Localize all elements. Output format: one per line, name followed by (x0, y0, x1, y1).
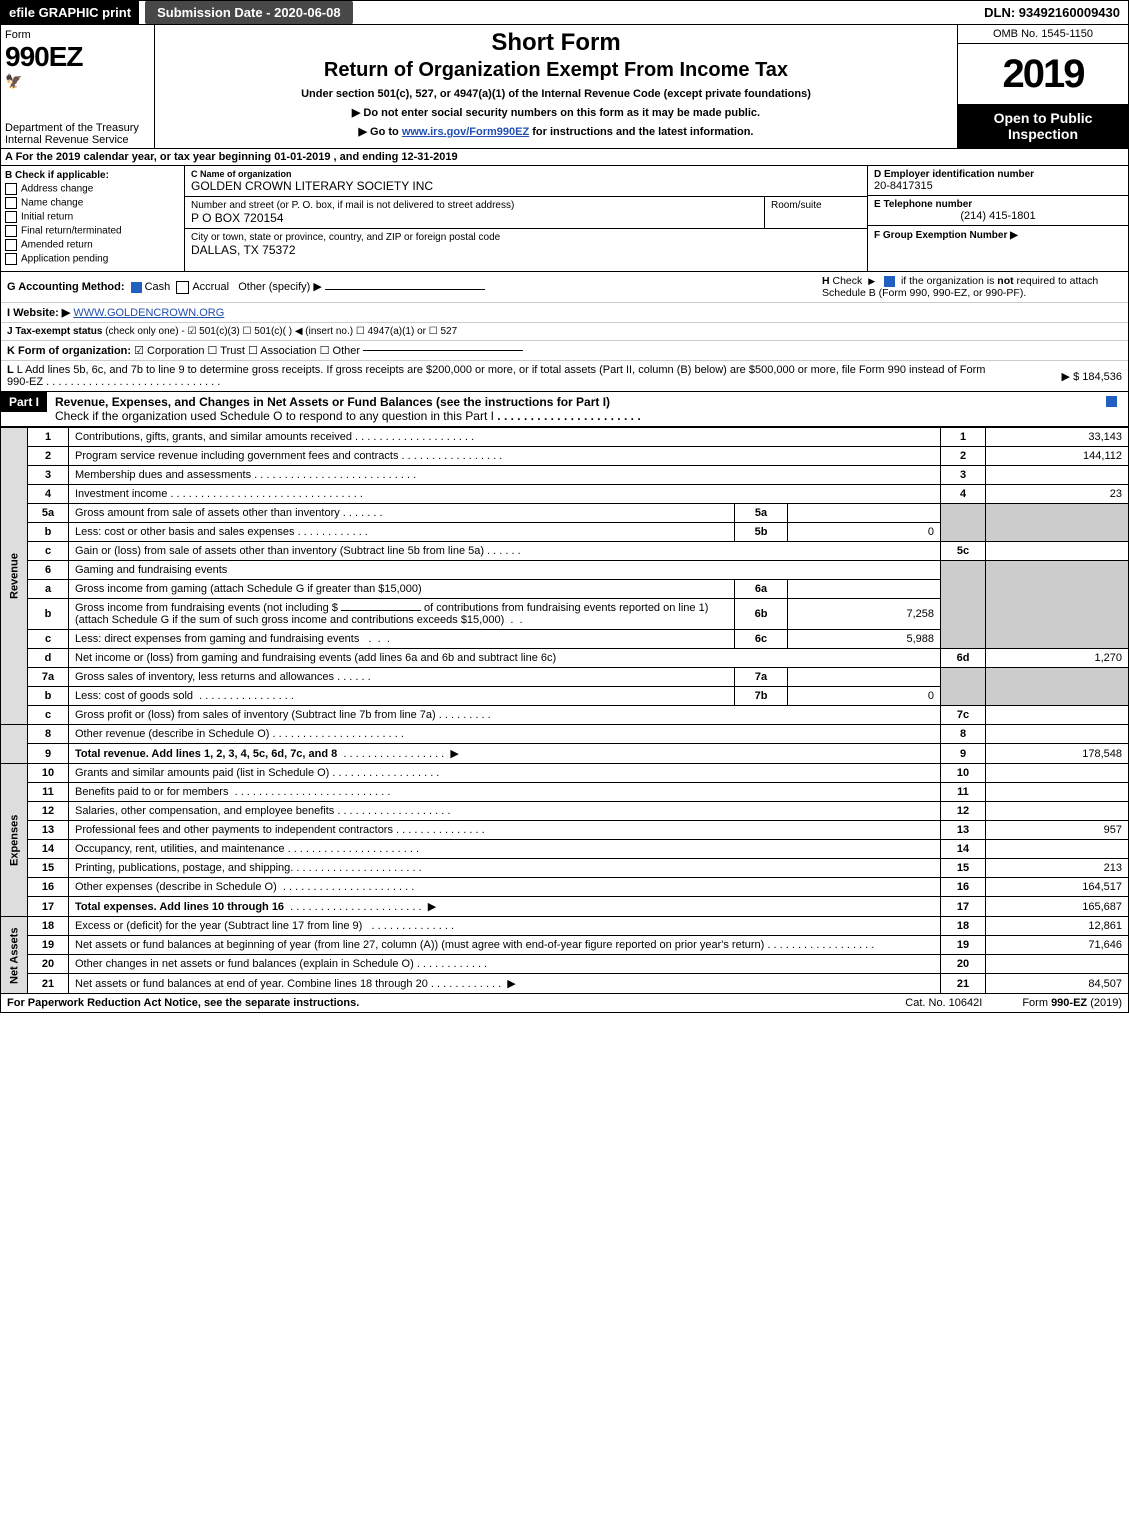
chk-application-pending[interactable]: Application pending (5, 253, 180, 265)
header-left: Form 990EZ 🦅 Department of the Treasury … (1, 25, 155, 148)
form-word: Form (5, 29, 150, 41)
line-7b-amount: 0 (788, 687, 941, 706)
tax-year: 2019 (958, 44, 1128, 104)
city-state-zip: DALLAS, TX 75372 (191, 243, 861, 257)
net-assets-section-label: Net Assets (1, 917, 28, 994)
line-6c-amount: 5,988 (788, 630, 941, 649)
section-f: F Group Exemption Number ▶ (868, 226, 1128, 271)
line-9-amount: 178,548 (986, 744, 1129, 764)
irs-link[interactable]: www.irs.gov/Form990EZ (402, 126, 529, 138)
org-name-cell: C Name of organization GOLDEN CROWN LITE… (185, 166, 867, 197)
telephone-value: (214) 415-1801 (874, 210, 1122, 222)
efile-print-label[interactable]: efile GRAPHIC print (1, 1, 139, 24)
line-7c-amount (986, 706, 1129, 725)
row-j: J Tax-exempt status (check only one) - ☑… (1, 323, 1128, 341)
omb-number: OMB No. 1545-1150 (958, 25, 1128, 44)
chk-final-return[interactable]: Final return/terminated (5, 225, 180, 237)
line-19-amount: 71,646 (986, 936, 1129, 955)
submission-date-button[interactable]: Submission Date - 2020-06-08 (145, 1, 353, 24)
line-6d-amount: 1,270 (986, 649, 1129, 668)
catalog-number: Cat. No. 10642I (905, 997, 982, 1009)
section-b: B Check if applicable: Address change Na… (1, 166, 185, 271)
check-schedule-b-icon[interactable] (884, 276, 895, 287)
section-d: D Employer identification number 20-8417… (868, 166, 1128, 196)
header-center: Short Form Return of Organization Exempt… (155, 25, 957, 148)
line-12-amount (986, 802, 1129, 821)
street-row: Number and street (or P. O. box, if mail… (185, 197, 867, 229)
part-1-title: Revenue, Expenses, and Changes in Net As… (55, 395, 610, 409)
paperwork-notice: For Paperwork Reduction Act Notice, see … (7, 997, 865, 1009)
website-notice: ▶ Go to www.irs.gov/Form990EZ for instru… (163, 125, 949, 138)
section-c: C Name of organization GOLDEN CROWN LITE… (185, 166, 867, 271)
department-label: Department of the Treasury Internal Reve… (5, 122, 139, 146)
section-g-label: G Accounting Method: (7, 281, 125, 293)
row-k: K Form of organization: ☑ Corporation ☐ … (1, 341, 1128, 361)
info-rows: G Accounting Method: Cash Accrual Other … (0, 272, 1129, 392)
line-6b-amount: 7,258 (788, 599, 941, 630)
short-form-title: Short Form (163, 29, 949, 57)
org-name: GOLDEN CROWN LITERARY SOCIETY INC (191, 179, 861, 193)
row-i: I Website: ▶ WWW.GOLDENCROWN.ORG (1, 303, 1128, 323)
line-11-amount (986, 783, 1129, 802)
part-1-table: Revenue 1 Contributions, gifts, grants, … (0, 427, 1129, 994)
ssn-notice: ▶ Do not enter social security numbers o… (163, 106, 949, 119)
header-right: OMB No. 1545-1150 2019 Open to Public In… (957, 25, 1128, 148)
line-8-amount (986, 725, 1129, 744)
expenses-section-label: Expenses (1, 764, 28, 917)
chk-name-change[interactable]: Name change (5, 197, 180, 209)
part-1-label: Part I (1, 392, 47, 412)
line-2-amount: 144,112 (986, 447, 1129, 466)
chk-initial-return[interactable]: Initial return (5, 211, 180, 223)
website-link[interactable]: WWW.GOLDENCROWN.ORG (73, 307, 224, 319)
top-bar: efile GRAPHIC print Submission Date - 20… (0, 0, 1129, 25)
line-18-amount: 12,861 (986, 917, 1129, 936)
chk-address-change[interactable]: Address change (5, 183, 180, 195)
irs-eagle-icon: 🦅 (5, 73, 150, 90)
sections-def: D Employer identification number 20-8417… (867, 166, 1128, 271)
row-g-h: G Accounting Method: Cash Accrual Other … (1, 272, 1128, 303)
line-3-amount (986, 466, 1129, 485)
street-address: P O BOX 720154 (191, 211, 758, 225)
check-cash-icon[interactable] (131, 282, 142, 293)
line-21-amount: 84,507 (986, 974, 1129, 994)
form-revision: Form 990-EZ (2019) (1022, 997, 1122, 1009)
line-5c-amount (986, 542, 1129, 561)
row-l: L L Add lines 5b, 6c, and 7b to line 9 t… (1, 361, 1128, 391)
line-4-amount: 23 (986, 485, 1129, 504)
line-1-amount: 33,143 (986, 428, 1129, 447)
line-13-amount: 957 (986, 821, 1129, 840)
check-schedule-o-icon[interactable] (1106, 396, 1117, 407)
form-title: Return of Organization Exempt From Incom… (163, 59, 949, 82)
gross-receipts-amount: ▶ $ 184,536 (1002, 370, 1122, 383)
line-5a-amount (788, 504, 941, 523)
line-7a-amount (788, 668, 941, 687)
city-cell: City or town, state or province, country… (185, 229, 867, 260)
check-accrual-icon[interactable] (176, 281, 189, 294)
part-1-header: Part I Revenue, Expenses, and Changes in… (0, 392, 1129, 427)
line-10-amount (986, 764, 1129, 783)
form-number: 990EZ (5, 41, 150, 73)
line-16-amount: 164,517 (986, 878, 1129, 897)
page-footer: For Paperwork Reduction Act Notice, see … (0, 994, 1129, 1013)
entity-block: B Check if applicable: Address change Na… (0, 166, 1129, 272)
dln-label: DLN: 93492160009430 (984, 5, 1128, 20)
line-14-amount (986, 840, 1129, 859)
line-5b-amount: 0 (788, 523, 941, 542)
open-public-label: Open to Public Inspection (958, 104, 1128, 148)
form-subtitle: Under section 501(c), 527, or 4947(a)(1)… (163, 88, 949, 100)
ein-value: 20-8417315 (874, 180, 1122, 192)
section-e: E Telephone number (214) 415-1801 (868, 196, 1128, 226)
chk-amended-return[interactable]: Amended return (5, 239, 180, 251)
section-b-label: B Check if applicable: (5, 170, 180, 181)
form-header: Form 990EZ 🦅 Department of the Treasury … (0, 25, 1129, 149)
line-6a-amount (788, 580, 941, 599)
line-17-amount: 165,687 (986, 897, 1129, 917)
tax-period-row: A For the 2019 calendar year, or tax yea… (0, 149, 1129, 166)
revenue-section-label: Revenue (1, 428, 28, 725)
line-20-amount (986, 955, 1129, 974)
part-1-check-o: Check if the organization used Schedule … (55, 409, 494, 423)
section-h: H Check if the organization is not requi… (812, 275, 1122, 299)
line-15-amount: 213 (986, 859, 1129, 878)
